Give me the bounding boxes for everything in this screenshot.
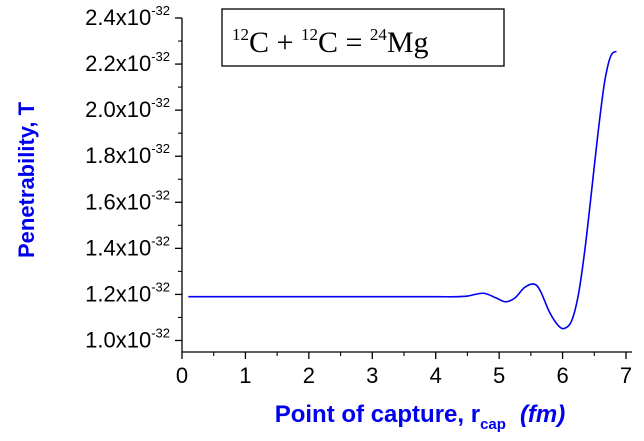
y-tick-exponent: -32 [151,95,170,110]
reaction-equals: = [338,26,370,59]
x-axis-title-main: Point of capture, r [275,401,480,428]
reaction-a-symbol: C [249,26,269,59]
reaction-c-symbol: Mg [387,26,429,59]
x-axis-title: Point of capture, rcap (fm) [275,401,566,433]
x-tick-label: 4 [430,363,442,388]
y-tick-exponent: -32 [151,325,170,340]
y-tick-mantissa: 1.4x10 [85,235,151,260]
reaction-b-symbol: C [318,26,338,59]
y-tick-mantissa: 1.0x10 [85,327,151,352]
y-tick-label: 1.4x10-32 [85,233,170,260]
reaction-b-mass: 12 [301,25,318,44]
y-tick-label: 2.0x10-32 [85,95,170,122]
y-tick-label: 1.8x10-32 [85,141,170,168]
y-tick-mantissa: 2.2x10 [85,51,151,76]
y-tick-mantissa: 1.6x10 [85,189,151,214]
penetrability-curve [188,50,617,330]
x-tick-label: 3 [366,363,378,388]
y-tick-exponent: -32 [151,233,170,248]
x-axis-title-unit: (fm) [520,401,565,428]
y-tick-mantissa: 2.0x10 [85,97,151,122]
x-tick-label: 1 [239,363,251,388]
y-tick-label: 1.0x10-32 [85,325,170,352]
reaction-label: 12C + 12C = 24Mg [232,25,429,59]
x-tick-label: 7 [620,363,632,388]
y-axis-title: Penetrability, T [14,101,39,258]
y-tick-label: 1.2x10-32 [85,279,170,306]
reaction-a-mass: 12 [232,25,249,44]
x-axis-title-subscript: cap [480,416,506,433]
y-tick-exponent: -32 [151,279,170,294]
y-tick-exponent: -32 [151,187,170,202]
y-tick-exponent: -32 [151,3,170,18]
y-tick-mantissa: 1.8x10 [85,143,151,168]
x-tick-label: 2 [303,363,315,388]
y-tick-label: 2.4x10-32 [85,3,170,30]
x-tick-label: 5 [493,363,505,388]
y-tick-mantissa: 2.4x10 [85,5,151,30]
reaction-label-frame [221,8,505,67]
x-axis-ticks: 0 1 2 3 4 5 6 7 [176,352,632,388]
y-axis-ticks: 1.0x10-321.2x10-321.4x10-321.6x10-321.8x… [85,3,182,352]
y-tick-label: 1.6x10-32 [85,187,170,214]
y-tick-label: 2.2x10-32 [85,49,170,76]
reaction-plus: + [269,26,301,59]
reaction-c-mass: 24 [370,25,388,44]
x-tick-label: 6 [556,363,568,388]
y-tick-mantissa: 1.2x10 [85,281,151,306]
y-tick-exponent: -32 [151,141,170,156]
y-tick-exponent: -32 [151,49,170,64]
reaction-label-box: 12C + 12C = 24Mg [221,8,505,67]
x-tick-label: 0 [176,363,188,388]
